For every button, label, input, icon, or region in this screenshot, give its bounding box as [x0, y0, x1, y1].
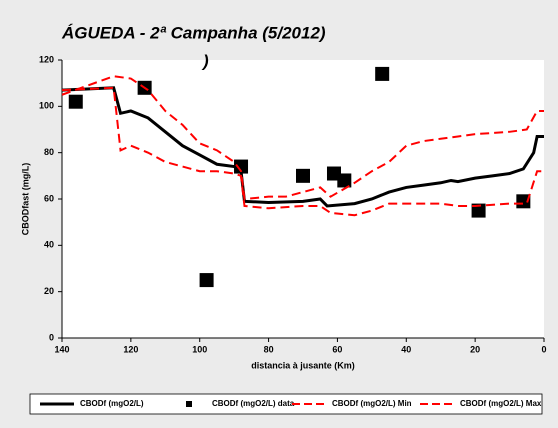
data-point — [199, 273, 214, 288]
legend-label: CBODf (mgO2/L) data — [212, 399, 295, 408]
data-point — [375, 66, 390, 81]
x-tick-label: 80 — [264, 344, 274, 354]
chart-title: ÁGUEDA - 2ª Campanha (5/2012) — [61, 23, 326, 42]
y-tick-label: 20 — [44, 286, 54, 296]
series-line — [61, 86, 544, 208]
legend-marker — [186, 401, 192, 407]
data-point — [296, 168, 310, 183]
legend-label: CBODf (mgO2/L) — [80, 399, 144, 408]
x-tick-label: 60 — [332, 344, 342, 354]
x-tick-label: 120 — [123, 344, 138, 354]
y-axis-label: CBODfast (mg/L) — [20, 163, 30, 236]
plot-area — [62, 60, 544, 338]
data-point — [234, 159, 249, 174]
data-point — [471, 203, 486, 218]
data-point — [68, 94, 83, 109]
series-line — [61, 86, 544, 217]
y-tick-label: 0 — [49, 332, 54, 342]
legend-label: CBODf (mgO2/L) Min — [332, 399, 412, 408]
y-tick-label: 80 — [44, 147, 54, 157]
x-tick-label: 100 — [192, 344, 207, 354]
annotation: ) — [201, 51, 209, 70]
x-axis-label: distancia à jusante (Km) — [251, 360, 355, 370]
y-tick-label: 60 — [44, 193, 54, 203]
legend-label: CBODf (mgO2/L) Max — [460, 399, 542, 408]
series-line — [61, 75, 544, 201]
x-tick-label: 20 — [470, 344, 480, 354]
x-tick-label: 0 — [541, 344, 546, 354]
data-point — [516, 194, 531, 209]
y-tick-label: 40 — [44, 240, 54, 250]
data-point — [337, 173, 352, 188]
x-tick-label: 40 — [401, 344, 411, 354]
y-tick-label: 120 — [39, 54, 54, 64]
y-tick-label: 100 — [39, 101, 54, 111]
legend — [29, 393, 543, 415]
x-tick-label: 140 — [54, 344, 69, 354]
